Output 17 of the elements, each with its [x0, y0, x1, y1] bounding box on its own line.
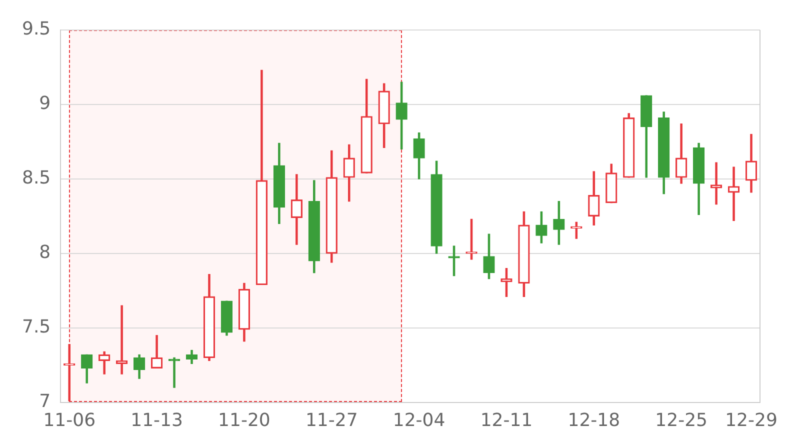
y-tick-label: 7.5	[22, 316, 51, 338]
y-tick-label: 9.5	[22, 18, 51, 40]
x-tick-label: 11-13	[130, 410, 183, 431]
x-tick-label: 11-20	[218, 410, 270, 431]
x-tick-label: 11-27	[305, 410, 358, 431]
x-tick-label: 12-29	[725, 410, 778, 431]
y-tick-label: 8	[39, 242, 51, 264]
candlestick	[168, 357, 180, 388]
x-tick-label: 12-18	[568, 410, 620, 431]
y-tick-label: 7	[39, 391, 51, 412]
x-tick-label: 11-06	[43, 410, 96, 431]
x-tick-label: 12-11	[480, 410, 533, 431]
y-tick-label: 8.5	[22, 168, 51, 189]
y-tick-label: 9	[39, 93, 51, 114]
candlestick	[728, 166, 740, 221]
x-tick-label: 12-25	[655, 410, 708, 431]
x-tick-label: 12-04	[392, 410, 446, 431]
